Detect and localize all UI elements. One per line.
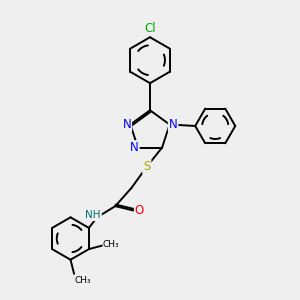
Text: NH: NH bbox=[85, 210, 101, 220]
Text: N: N bbox=[122, 118, 131, 131]
Text: CH₃: CH₃ bbox=[103, 241, 119, 250]
Text: S: S bbox=[143, 160, 151, 173]
Text: N: N bbox=[169, 118, 178, 131]
Text: O: O bbox=[135, 204, 144, 217]
Text: CH₃: CH₃ bbox=[75, 276, 91, 285]
Text: Cl: Cl bbox=[144, 22, 156, 35]
Text: N: N bbox=[130, 141, 139, 154]
